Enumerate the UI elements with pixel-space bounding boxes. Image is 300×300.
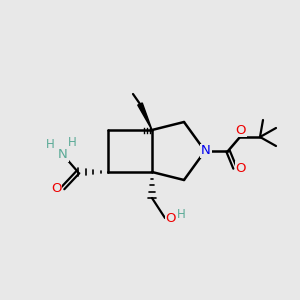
Text: H: H: [46, 139, 54, 152]
Text: O: O: [166, 212, 176, 226]
Text: N: N: [58, 148, 68, 161]
Text: H: H: [68, 136, 76, 148]
Text: O: O: [51, 182, 61, 196]
Text: O: O: [236, 124, 246, 136]
Text: O: O: [236, 161, 246, 175]
Text: H: H: [177, 208, 185, 220]
Text: N: N: [201, 145, 211, 158]
Polygon shape: [138, 103, 152, 130]
